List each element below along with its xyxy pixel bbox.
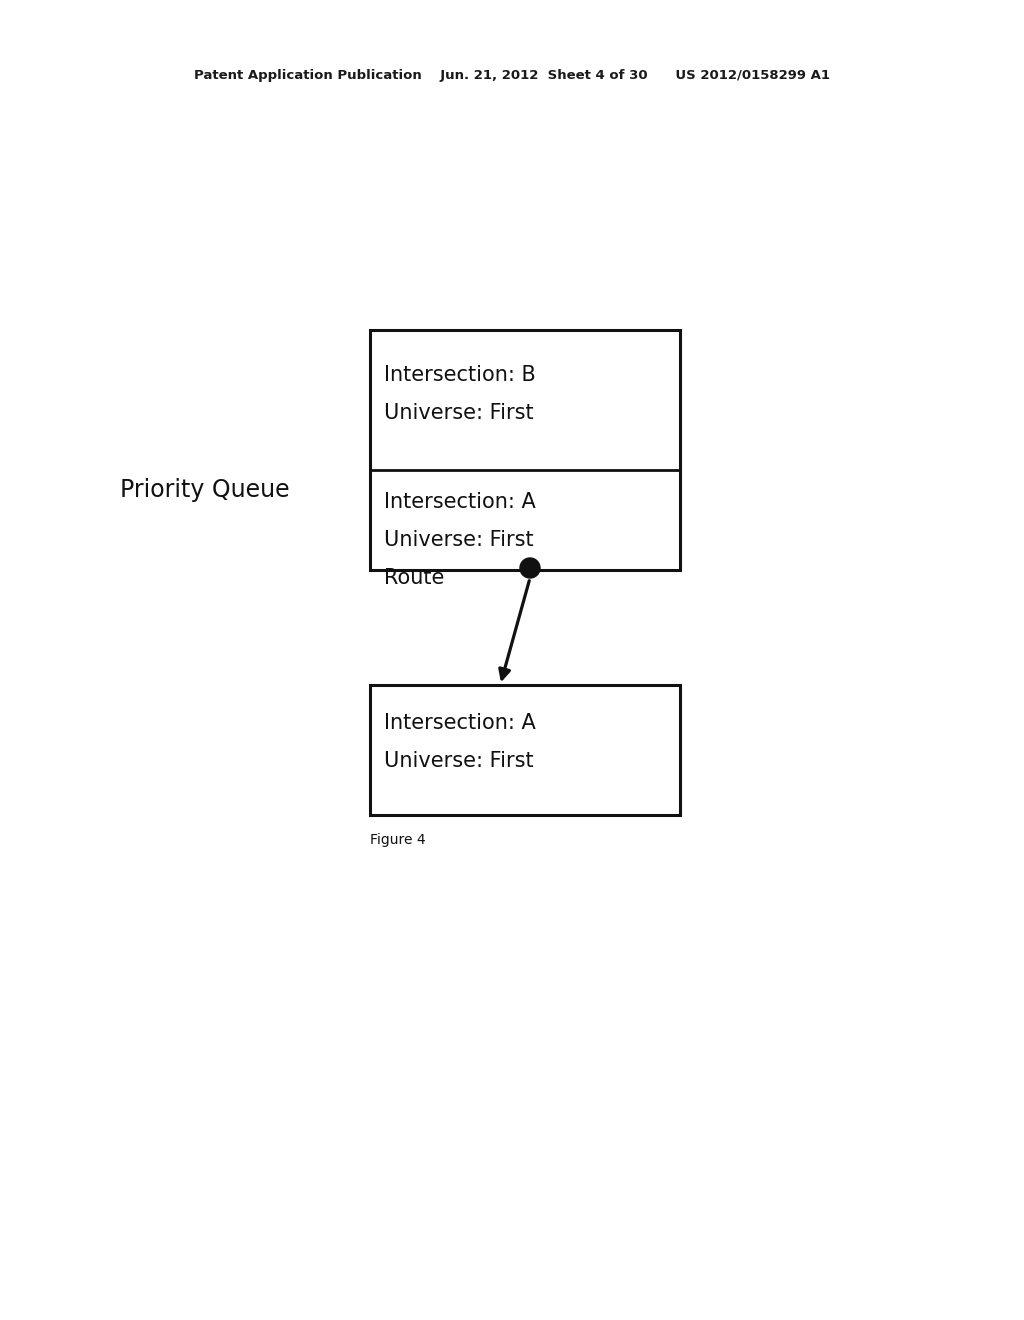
Text: Intersection: A: Intersection: A [384, 713, 536, 733]
Text: Universe: First: Universe: First [384, 531, 534, 550]
Circle shape [520, 558, 540, 578]
Text: Patent Application Publication    Jun. 21, 2012  Sheet 4 of 30      US 2012/0158: Patent Application Publication Jun. 21, … [194, 69, 830, 82]
Text: Priority Queue: Priority Queue [120, 478, 290, 502]
Text: Figure 4: Figure 4 [370, 833, 426, 847]
Text: Universe: First: Universe: First [384, 751, 534, 771]
Text: Intersection: A: Intersection: A [384, 492, 536, 512]
Bar [370, 330, 680, 570]
Bar [370, 685, 680, 814]
Text: Universe: First: Universe: First [384, 403, 534, 422]
Text: Intersection: B: Intersection: B [384, 366, 536, 385]
Text: Route: Route [384, 568, 444, 587]
